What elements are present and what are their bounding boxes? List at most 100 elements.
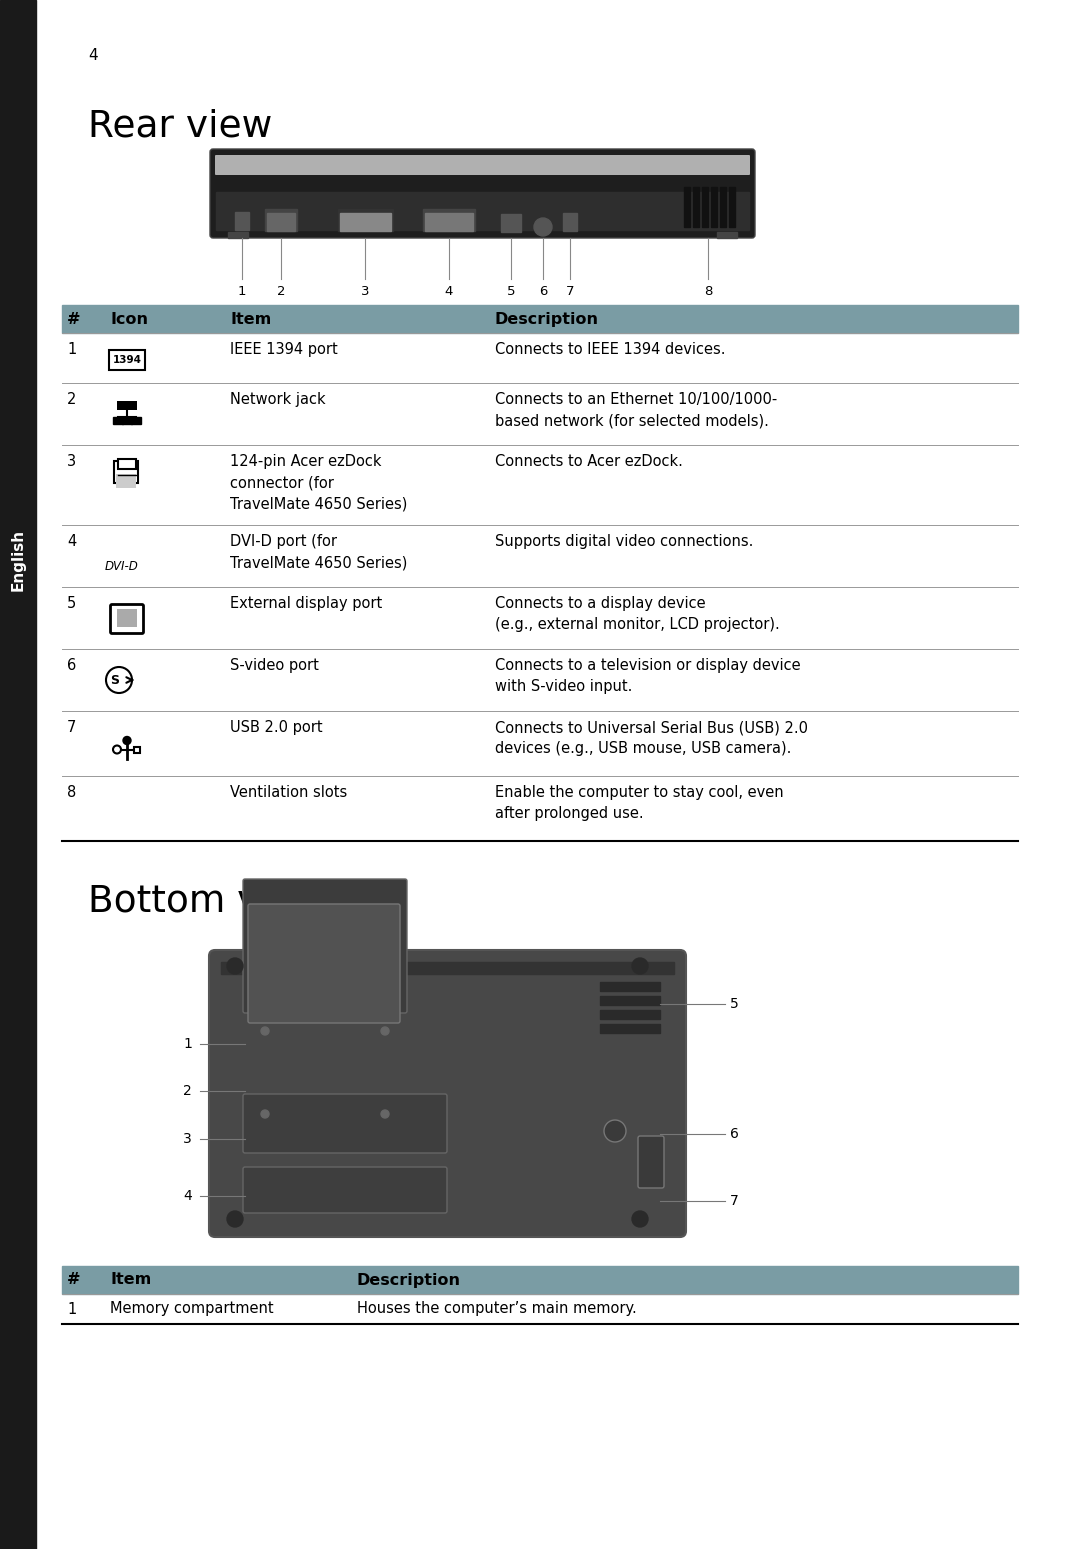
Text: 4: 4 bbox=[67, 534, 77, 548]
Text: 6: 6 bbox=[539, 285, 548, 297]
Bar bbox=[684, 187, 690, 228]
Bar bbox=[693, 187, 699, 228]
Text: #: # bbox=[67, 311, 81, 327]
Bar bbox=[501, 214, 521, 232]
Text: Description: Description bbox=[495, 311, 599, 327]
Bar bbox=[117, 401, 137, 410]
Text: 6: 6 bbox=[67, 658, 77, 672]
Bar bbox=[113, 417, 123, 424]
Text: Connects to an Ethernet 10/100/1000-
based network (for selected models).: Connects to an Ethernet 10/100/1000- bas… bbox=[495, 392, 778, 428]
FancyBboxPatch shape bbox=[215, 155, 750, 175]
Text: 1: 1 bbox=[67, 1301, 77, 1317]
FancyBboxPatch shape bbox=[109, 350, 145, 370]
Circle shape bbox=[381, 1111, 389, 1118]
Text: #: # bbox=[67, 1272, 81, 1287]
Bar bbox=[717, 232, 737, 239]
Bar bbox=[423, 209, 475, 231]
FancyBboxPatch shape bbox=[110, 604, 144, 634]
Text: 1: 1 bbox=[184, 1036, 192, 1052]
Bar bbox=[117, 609, 137, 627]
Text: 3: 3 bbox=[67, 454, 76, 469]
FancyBboxPatch shape bbox=[210, 950, 686, 1238]
Text: 1394: 1394 bbox=[112, 355, 141, 366]
Bar bbox=[221, 962, 674, 974]
Text: Description: Description bbox=[357, 1272, 461, 1287]
Text: 124-pin Acer ezDock
connector (for
TravelMate 4650 Series): 124-pin Acer ezDock connector (for Trave… bbox=[230, 454, 407, 511]
Circle shape bbox=[261, 1111, 269, 1118]
Text: 3: 3 bbox=[184, 1132, 192, 1146]
Text: 5: 5 bbox=[67, 596, 77, 610]
Text: IEEE 1394 port: IEEE 1394 port bbox=[230, 342, 338, 356]
Text: 5: 5 bbox=[507, 285, 515, 297]
Bar bbox=[711, 187, 717, 228]
Bar bbox=[267, 214, 295, 231]
Text: Bottom view: Bottom view bbox=[87, 883, 324, 919]
Circle shape bbox=[261, 1027, 269, 1035]
Text: English: English bbox=[11, 528, 26, 592]
FancyBboxPatch shape bbox=[243, 878, 407, 1013]
Circle shape bbox=[632, 1211, 648, 1227]
FancyBboxPatch shape bbox=[638, 1135, 664, 1188]
Text: 2: 2 bbox=[276, 285, 285, 297]
Circle shape bbox=[534, 218, 552, 235]
Bar bbox=[426, 214, 473, 231]
Bar bbox=[600, 1010, 660, 1019]
Text: 1: 1 bbox=[67, 342, 77, 356]
Circle shape bbox=[381, 1027, 389, 1035]
Text: 4: 4 bbox=[184, 1190, 192, 1204]
Text: Item: Item bbox=[110, 1272, 151, 1287]
Text: USB 2.0 port: USB 2.0 port bbox=[230, 720, 323, 734]
Circle shape bbox=[113, 745, 121, 753]
Text: 4: 4 bbox=[445, 285, 454, 297]
Bar bbox=[114, 462, 138, 483]
Bar bbox=[62, 305, 1018, 333]
Bar bbox=[216, 192, 750, 229]
Bar bbox=[340, 214, 391, 231]
Bar bbox=[563, 214, 577, 231]
Text: Houses the computer’s main memory.: Houses the computer’s main memory. bbox=[357, 1301, 637, 1317]
Text: DVI-D: DVI-D bbox=[105, 561, 139, 573]
Text: 6: 6 bbox=[730, 1128, 739, 1142]
FancyBboxPatch shape bbox=[243, 1094, 447, 1152]
Circle shape bbox=[604, 1120, 626, 1142]
Text: S: S bbox=[110, 674, 120, 686]
Text: S-video port: S-video port bbox=[230, 658, 319, 672]
Text: 7: 7 bbox=[566, 285, 575, 297]
Bar bbox=[600, 982, 660, 991]
Text: 1: 1 bbox=[238, 285, 246, 297]
Text: 7: 7 bbox=[67, 720, 77, 734]
Bar bbox=[600, 1024, 660, 1033]
Text: Supports digital video connections.: Supports digital video connections. bbox=[495, 534, 754, 548]
Text: Item: Item bbox=[230, 311, 271, 327]
Bar bbox=[131, 417, 141, 424]
Text: Connects to a television or display device
with S-video input.: Connects to a television or display devi… bbox=[495, 658, 800, 694]
Text: DVI-D port (for
TravelMate 4650 Series): DVI-D port (for TravelMate 4650 Series) bbox=[230, 534, 407, 570]
Bar bbox=[702, 187, 708, 228]
Text: Memory compartment: Memory compartment bbox=[110, 1301, 273, 1317]
Bar bbox=[265, 209, 297, 231]
Circle shape bbox=[227, 957, 243, 974]
Circle shape bbox=[106, 668, 132, 692]
Text: Rear view: Rear view bbox=[87, 108, 272, 144]
Bar bbox=[62, 1266, 1018, 1293]
Text: Connects to a display device
(e.g., external monitor, LCD projector).: Connects to a display device (e.g., exte… bbox=[495, 596, 780, 632]
Bar bbox=[235, 212, 249, 229]
Text: Network jack: Network jack bbox=[230, 392, 326, 407]
Circle shape bbox=[632, 957, 648, 974]
Text: Connects to IEEE 1394 devices.: Connects to IEEE 1394 devices. bbox=[495, 342, 726, 356]
Text: Enable the computer to stay cool, even
after prolonged use.: Enable the computer to stay cool, even a… bbox=[495, 785, 784, 821]
Text: 5: 5 bbox=[730, 998, 739, 1011]
Text: Ventilation slots: Ventilation slots bbox=[230, 785, 348, 799]
Text: 2: 2 bbox=[184, 1084, 192, 1098]
Circle shape bbox=[123, 736, 131, 745]
FancyBboxPatch shape bbox=[248, 905, 400, 1022]
Text: 7: 7 bbox=[730, 1194, 739, 1208]
Bar bbox=[116, 474, 136, 488]
Bar bbox=[600, 996, 660, 1005]
Bar bbox=[720, 187, 726, 228]
Circle shape bbox=[227, 1211, 243, 1227]
Bar bbox=[228, 232, 248, 239]
Text: 4: 4 bbox=[87, 48, 97, 62]
Text: 2: 2 bbox=[67, 392, 77, 407]
Bar bbox=[134, 747, 140, 753]
